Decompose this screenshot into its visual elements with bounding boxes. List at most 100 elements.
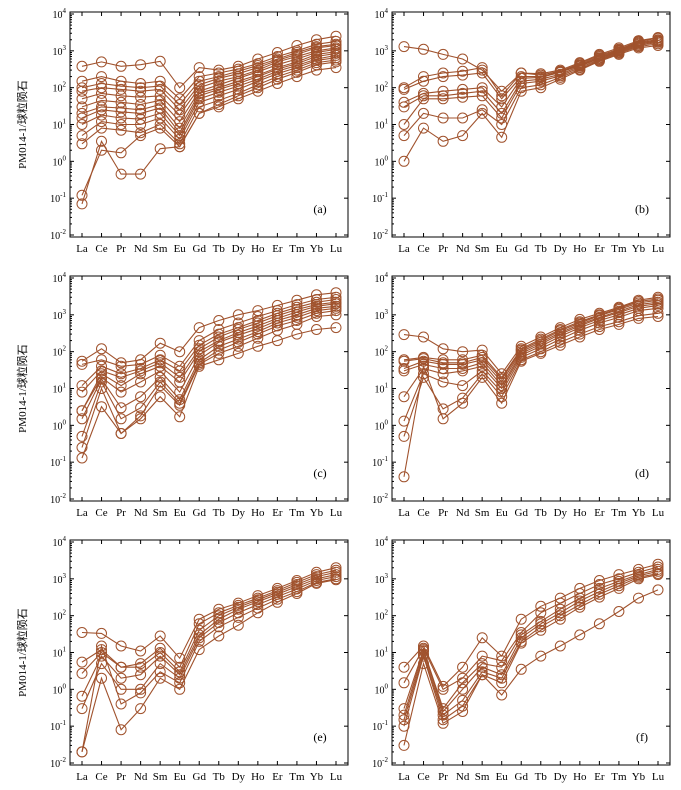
data-point-yb — [311, 64, 322, 76]
data-point-eu — [174, 127, 186, 139]
series-c-1 — [76, 287, 342, 369]
series-line — [403, 44, 659, 162]
data-point-tb — [535, 624, 547, 636]
data-point-la — [76, 60, 88, 72]
x-tick-label-tb: Tb — [535, 771, 548, 783]
chart-panel-f: 10-2 10-1 100 101 102 103 104 La Ce Pr Nd Sm Eu Gd Tb D… — [372, 535, 671, 783]
series-line — [81, 569, 337, 669]
data-point-nd — [457, 83, 469, 95]
y-tick-label: 100 — [53, 154, 67, 168]
data-point-la — [398, 391, 410, 403]
data-point-ho — [252, 332, 264, 344]
x-tick-label-lu: Lu — [652, 507, 665, 519]
data-point-sm — [476, 658, 488, 670]
series-line — [403, 312, 659, 437]
data-point-sm — [154, 55, 166, 67]
x-tick-label-gd: Gd — [515, 507, 529, 519]
x-tick-label-ho: Ho — [251, 243, 265, 255]
data-point-er — [593, 582, 605, 594]
series-f-6 — [398, 569, 664, 732]
y-tick-label: 10-1 — [372, 719, 388, 733]
data-point-dy — [232, 329, 244, 341]
data-point-eu — [174, 677, 186, 689]
data-point-la — [76, 413, 88, 425]
data-point-pr — [115, 106, 127, 118]
y-tick-label: 100 — [53, 418, 67, 432]
data-point-pr — [115, 124, 127, 136]
y-tick-label: 104 — [375, 535, 389, 549]
data-point-ho — [574, 629, 586, 641]
data-point-nd — [457, 69, 469, 81]
series-line — [403, 589, 659, 746]
x-tick-label-dy: Dy — [232, 507, 246, 519]
series-line — [403, 572, 659, 720]
data-point-pr — [437, 376, 449, 388]
data-point-ho — [252, 599, 264, 611]
data-point-tm — [291, 311, 303, 323]
data-point-er — [271, 71, 283, 83]
y-tick-label: 100 — [375, 154, 389, 168]
data-point-la — [76, 430, 88, 442]
series-e-2 — [76, 564, 342, 673]
data-point-ho — [574, 595, 586, 607]
data-point-ho — [252, 317, 264, 329]
data-point-lu — [652, 561, 664, 573]
series-c-7 — [76, 302, 342, 425]
series-line — [403, 41, 659, 125]
x-tick-label-er: Er — [594, 507, 605, 519]
x-tick-label-lu: Lu — [652, 243, 665, 255]
data-point-la — [398, 677, 410, 689]
data-point-la — [76, 119, 88, 130]
data-point-la — [398, 430, 410, 442]
x-tick-label-dy: Dy — [554, 243, 568, 255]
data-point-yb — [633, 573, 644, 585]
x-tick-label-tb: Tb — [535, 243, 548, 255]
data-point-tb — [213, 83, 225, 95]
data-point-tb — [535, 650, 547, 662]
data-point-ce — [96, 87, 107, 99]
x-tick-label-ho: Ho — [573, 771, 587, 783]
data-point-ho — [252, 340, 264, 352]
y-tick-label: 102 — [375, 609, 389, 623]
data-point-ho — [574, 601, 586, 613]
data-point-sm — [476, 357, 488, 369]
series-e-1 — [76, 562, 342, 664]
x-tick-label-la: La — [398, 243, 410, 255]
data-point-ce — [96, 116, 107, 128]
data-point-dy — [232, 333, 244, 345]
y-tick-label: 101 — [53, 646, 67, 660]
data-point-eu — [496, 397, 508, 409]
data-point-nd — [135, 683, 147, 695]
data-point-er — [593, 315, 605, 326]
data-point-lu — [330, 30, 342, 42]
x-tick-label-la: La — [76, 507, 88, 519]
data-point-la — [76, 452, 88, 464]
data-point-ce — [418, 93, 429, 105]
y-tick-label: 102 — [53, 609, 67, 623]
data-point-ho — [252, 85, 264, 97]
data-point-eu — [174, 138, 186, 150]
x-tick-label-er: Er — [594, 243, 605, 255]
data-point-nd — [457, 87, 469, 99]
data-point-sm — [154, 143, 166, 155]
data-point-eu — [174, 652, 186, 664]
series-d-9 — [398, 311, 664, 483]
data-point-eu — [496, 661, 508, 673]
data-point-pr — [115, 428, 127, 439]
y-tick-label: 104 — [53, 7, 67, 21]
data-point-eu — [174, 109, 186, 121]
data-point-yb — [311, 324, 322, 335]
series-line — [81, 40, 337, 100]
data-point-sm — [154, 642, 166, 654]
data-point-gd — [515, 82, 527, 94]
data-point-eu — [496, 677, 508, 689]
data-point-pr — [115, 360, 127, 372]
data-point-dy — [554, 73, 566, 85]
data-point-lu — [652, 299, 664, 311]
data-point-sm — [476, 64, 488, 76]
data-point-ce — [418, 90, 429, 102]
series-b-8 — [398, 40, 664, 167]
data-point-ce — [96, 82, 107, 94]
x-tick-label-pr: Pr — [116, 771, 126, 783]
data-point-sm — [154, 119, 166, 130]
